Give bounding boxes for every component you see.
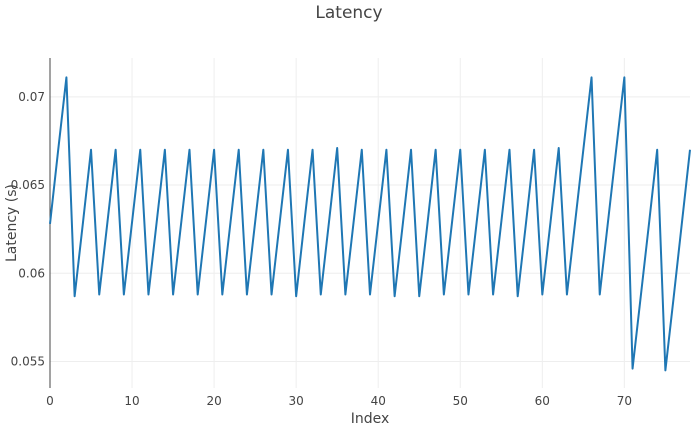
x-tick-label: 30	[289, 394, 304, 408]
x-tick-label: 60	[535, 394, 550, 408]
y-tick-label: 0.06	[18, 266, 45, 280]
x-tick-label: 70	[617, 394, 632, 408]
tick-labels: 0 10 20 30 40 50 60 70 0.055 0.06 0.065 0.07	[11, 90, 632, 408]
y-axis-title: Latency (s)	[4, 184, 20, 262]
y-tick-label: 0.065	[11, 178, 45, 192]
latency-series-line	[49, 76, 691, 372]
chart-title: Latency	[315, 3, 382, 23]
x-axis-title: Index	[351, 411, 390, 427]
grid-lines	[50, 58, 690, 388]
x-tick-label: 10	[124, 394, 139, 408]
x-tick-label: 20	[206, 394, 221, 408]
x-tick-label: 50	[453, 394, 468, 408]
x-tick-label: 40	[371, 394, 386, 408]
x-tick-label: 0	[46, 394, 54, 408]
series-layer	[49, 76, 691, 372]
y-tick-label: 0.055	[11, 355, 45, 369]
y-tick-label: 0.07	[18, 90, 45, 104]
